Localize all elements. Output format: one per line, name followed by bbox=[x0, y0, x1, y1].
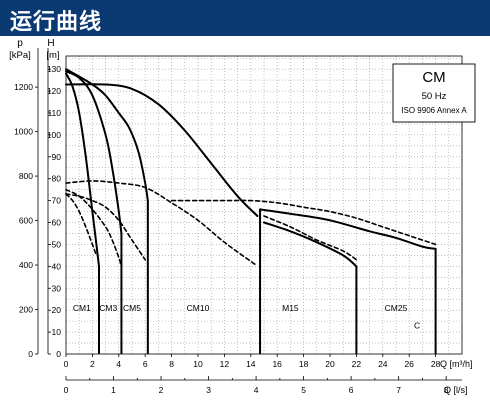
pressure-axis-label: p bbox=[17, 38, 23, 49]
head-tick-label: 130 bbox=[47, 64, 61, 74]
curve-m15-solid bbox=[263, 221, 358, 268]
flow-m3h-tick-label: 8 bbox=[169, 359, 174, 369]
pressure-tick-label: 0 bbox=[28, 349, 33, 359]
head-tick-label: 0 bbox=[56, 349, 61, 359]
flow-m3h-tick-label: 6 bbox=[143, 359, 148, 369]
flow-m3h-tick-label: 12 bbox=[220, 359, 230, 369]
curve-cm5-solid bbox=[65, 68, 149, 202]
flow-ls-tick-label: 2 bbox=[159, 385, 164, 395]
head-tick-label: 80 bbox=[52, 174, 62, 184]
curve-cm3-solid bbox=[65, 70, 123, 235]
head-tick-label: 110 bbox=[47, 108, 61, 118]
model-label-cm1: CM1 bbox=[73, 303, 91, 313]
flow-m3h-axis-label: Q [m³/h] bbox=[440, 359, 473, 369]
head-tick-label: 50 bbox=[52, 239, 62, 249]
chart-area: p [kPa] H [m] 0 200 400 600 800 1000 1200 0 10 20 30 40… bbox=[0, 36, 490, 407]
flow-m3h-tick-label: 4 bbox=[116, 359, 121, 369]
flow-ls-tick-label: 4 bbox=[254, 385, 259, 395]
head-tick-label: 100 bbox=[47, 130, 61, 140]
flow-m3h-tick-label: 28 bbox=[431, 359, 441, 369]
flow-ls-tick-label: 8 bbox=[444, 385, 449, 395]
model-label-cm5: CM5 bbox=[123, 303, 141, 313]
flow-ls-tick-label: 5 bbox=[301, 385, 306, 395]
performance-chart: p[kPa]H[m]020040060080010001200010203040… bbox=[9, 38, 476, 395]
curve-cm10-dashed bbox=[65, 180, 256, 265]
head-tick-label: 70 bbox=[52, 196, 62, 206]
head-axis-label: H bbox=[47, 38, 54, 49]
flow-m3h-tick-label: 26 bbox=[404, 359, 414, 369]
head-tick-label: 90 bbox=[52, 152, 62, 162]
flow-ls-axis-label: Q [l/s] bbox=[444, 385, 468, 395]
curve-cm10-solid bbox=[65, 83, 259, 217]
pressure-axis-unit: [kPa] bbox=[9, 50, 31, 61]
flow-m3h-tick-label: 14 bbox=[246, 359, 256, 369]
curve-cm1-dashed bbox=[65, 193, 98, 257]
legend-standard: ISO 9906 Annex A bbox=[401, 106, 467, 115]
model-label-cm10: CM10 bbox=[187, 303, 210, 313]
page-title: 运行曲线 bbox=[10, 10, 103, 35]
model-label-cm3: CM3 bbox=[99, 303, 117, 313]
flow-m3h-tick-label: 16 bbox=[272, 359, 282, 369]
head-tick-label: 40 bbox=[52, 261, 62, 271]
head-tick-label: 20 bbox=[52, 305, 62, 315]
plot-frame bbox=[65, 55, 463, 355]
legend-title: CM bbox=[422, 69, 445, 86]
flow-ls-tick-label: 6 bbox=[349, 385, 354, 395]
flow-m3h-tick-label: 18 bbox=[299, 359, 309, 369]
curve-cm25-dashed bbox=[170, 199, 437, 246]
pressure-tick-label: 1000 bbox=[14, 127, 33, 137]
head-tick-label: 10 bbox=[52, 327, 62, 337]
curve-cm1-solid bbox=[65, 72, 100, 268]
pressure-tick-label: 400 bbox=[19, 260, 33, 270]
curves bbox=[65, 68, 437, 354]
flow-ls-tick-label: 7 bbox=[396, 385, 401, 395]
legend-box bbox=[392, 63, 476, 123]
head-tick-label: 120 bbox=[47, 86, 61, 96]
pressure-tick-label: 1200 bbox=[14, 82, 33, 92]
pressure-tick-label: 600 bbox=[19, 216, 33, 226]
curve-letter-label: C bbox=[414, 321, 420, 331]
head-tick-label: 30 bbox=[52, 283, 62, 293]
curve-cm5-dashed bbox=[65, 193, 146, 261]
flow-m3h-tick-label: 24 bbox=[378, 359, 388, 369]
head-axis-unit: [m] bbox=[46, 50, 59, 61]
model-label-m15: M15 bbox=[282, 303, 299, 313]
flow-m3h-tick-label: 0 bbox=[64, 359, 69, 369]
labels: CM1 CM3 CM5 CM10 M15 CM25 C CM 50 Hz ISO 9906 Ann… bbox=[73, 63, 476, 331]
model-label-cm25: CM25 bbox=[385, 303, 408, 313]
curve-cm25-solid bbox=[259, 208, 437, 250]
curve-m15-dashed bbox=[263, 215, 358, 261]
header-bar: 运行曲线 bbox=[0, 0, 490, 36]
flow-m3h-tick-label: 2 bbox=[90, 359, 95, 369]
flow-ls-tick-label: 1 bbox=[111, 385, 116, 395]
pressure-tick-label: 800 bbox=[19, 171, 33, 181]
flow-m3h-tick-label: 10 bbox=[193, 359, 203, 369]
axes: p[kPa]H[m]020040060080010001200010203040… bbox=[9, 38, 472, 395]
flow-ls-tick-label: 3 bbox=[206, 385, 211, 395]
pressure-tick-label: 200 bbox=[19, 305, 33, 315]
flow-m3h-tick-label: 20 bbox=[325, 359, 335, 369]
legend-frequency: 50 Hz bbox=[422, 91, 447, 102]
head-tick-label: 60 bbox=[52, 218, 62, 228]
flow-ls-tick-label: 0 bbox=[64, 385, 69, 395]
flow-m3h-tick-label: 22 bbox=[352, 359, 362, 369]
